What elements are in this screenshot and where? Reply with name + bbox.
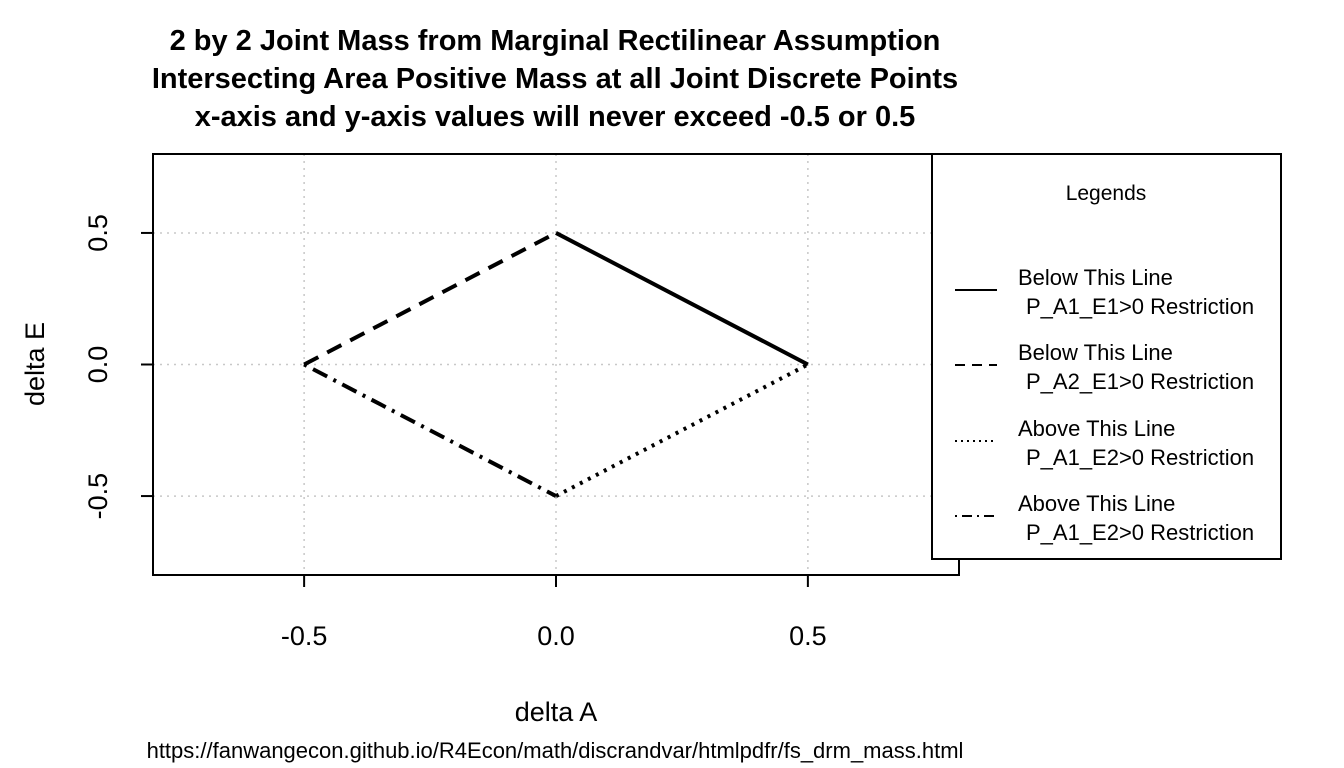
x-tick-label-1: 0.0	[537, 621, 575, 651]
x-tick-label-0: -0.5	[281, 621, 328, 651]
source-url: https://fanwangecon.github.io/R4Econ/mat…	[146, 738, 964, 763]
x-axis: -0.5 0.0 0.5	[281, 574, 827, 651]
y-axis: -0.5 0.0 0.5	[83, 214, 154, 520]
legend-title: Legends	[1066, 182, 1147, 205]
chart-title: 2 by 2 Joint Mass from Marginal Rectilin…	[0, 22, 1110, 136]
legend-label-4-line2: P_A1_E2>0 Restriction	[1026, 520, 1254, 545]
series-line-2	[303, 231, 557, 367]
data-lines	[303, 231, 809, 498]
y-tick-label-2: 0.5	[83, 214, 113, 252]
legend-label-2-line1: Below This Line	[1018, 340, 1173, 365]
legend-label-3-line1: Above This Line	[1018, 416, 1175, 441]
legend-box	[931, 153, 1282, 560]
y-tick-label-1: 0.0	[83, 346, 113, 384]
title-line-3: x-axis and y-axis values will never exce…	[194, 101, 916, 133]
x-axis-label: delta A	[515, 697, 598, 727]
y-axis-label: delta E	[20, 322, 50, 406]
legend-label-4-line1: Above This Line	[1018, 491, 1175, 516]
series-line-3	[555, 362, 809, 498]
legend: Legends Below This Line P_A1_E1>0 Restric…	[931, 153, 1282, 560]
x-tick-label-2: 0.5	[789, 621, 827, 651]
title-line-1: 2 by 2 Joint Mass from Marginal Rectilin…	[169, 25, 941, 57]
grid-lines	[153, 154, 959, 575]
series-line-4	[303, 362, 557, 498]
title-line-2: Intersecting Area Positive Mass at all J…	[151, 63, 959, 95]
series-line-1	[555, 231, 809, 367]
y-tick-label-0: -0.5	[83, 473, 113, 520]
legend-label-1-line1: Below This Line	[1018, 265, 1173, 290]
legend-label-3-line2: P_A1_E2>0 Restriction	[1026, 445, 1254, 470]
legend-label-1-line2: P_A1_E1>0 Restriction	[1026, 294, 1254, 319]
legend-label-2-line2: P_A2_E1>0 Restriction	[1026, 369, 1254, 394]
